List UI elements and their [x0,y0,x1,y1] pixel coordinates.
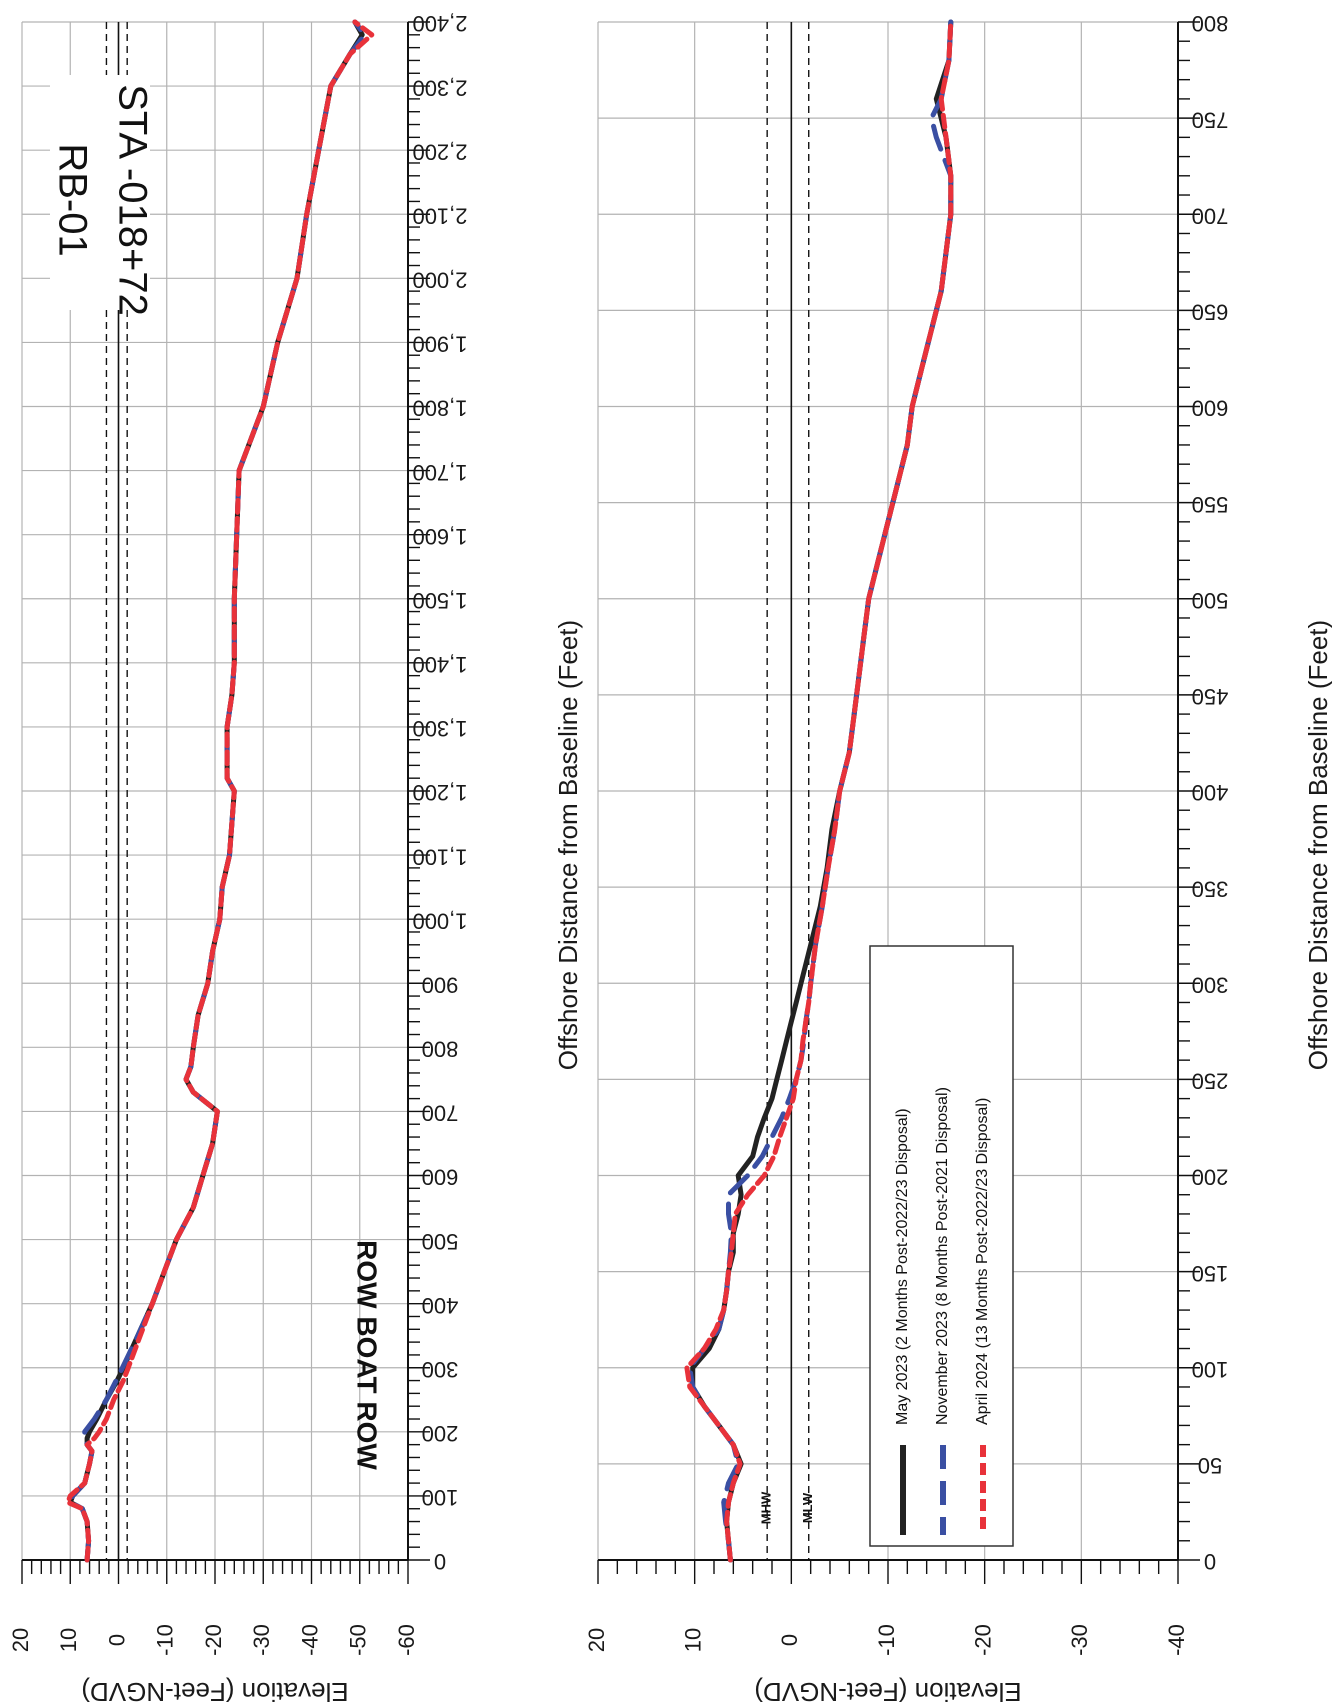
title-line2: STA -018+72 [110,84,154,316]
x-tick-label-0-17: 1,700 [412,460,467,485]
x-tick-label-0-5: 500 [422,1229,459,1254]
mhw-label: MHW [759,1491,774,1524]
title-background [50,75,150,310]
x-tick-label-0-1: 100 [422,1485,459,1510]
x-tick-label-1-4: 200 [1192,1165,1229,1190]
x-tick-label-0-11: 1,100 [412,844,467,869]
x-tick-label-1-1: 50 [1198,1453,1222,1478]
x-tick-label-0-4: 400 [422,1293,459,1318]
x-tick-label-1-14: 700 [1192,203,1229,228]
x-tick-label-0-18: 1,800 [412,396,467,421]
x-tick-label-1-9: 450 [1192,684,1229,709]
x-axis-title-0: Offshore Distance from Baseline (Feet) [553,620,583,1070]
y-tick-label-0-6: -40 [297,1624,322,1656]
legend-label-2: April 2024 (13 Months Post-2022/23 Dispo… [974,1098,991,1425]
y-tick-label-0-2: 0 [104,1634,129,1646]
x-axis-title-1: Offshore Distance from Baseline (Feet) [1303,620,1332,1070]
x-tick-label-0-9: 900 [422,972,459,997]
bottom-chart: MHW MLW0501001502002503003504004505005506… [584,11,1332,1703]
legend: May 2023 (2 Months Post-2022/23 Disposal… [869,945,1014,1547]
x-tick-label-1-7: 350 [1192,876,1229,901]
x-tick-label-0-8: 800 [422,1037,459,1062]
x-tick-label-0-10: 1,000 [412,908,467,933]
y-tick-label-1-2: 0 [777,1634,802,1646]
x-tick-label-0-16: 1,600 [412,524,467,549]
y-tick-label-1-0: 20 [584,1628,609,1652]
y-axis-title-0: Elevation (Feet-NGVD) [81,1677,348,1703]
y-tick-label-0-5: -30 [249,1624,274,1656]
x-tick-label-0-6: 600 [422,1165,459,1190]
x-tick-label-1-8: 400 [1192,780,1229,805]
x-tick-label-1-15: 750 [1192,107,1229,132]
y-tick-label-0-3: -10 [153,1624,178,1656]
x-tick-label-1-11: 550 [1192,492,1229,517]
series-line-0-2 [65,19,375,1563]
x-tick-label-1-0: 0 [1204,1549,1216,1574]
title-line1: RB-01 [50,143,94,256]
x-tick-label-0-23: 2,300 [412,75,467,100]
title-block: RB-01 STA -018+72 [50,75,154,316]
x-tick-label-0-2: 200 [422,1421,459,1446]
y-tick-label-1-1: 10 [680,1628,705,1652]
y-tick-label-0-0: 20 [8,1628,33,1652]
subtitle: ROW BOAT ROW [352,1240,383,1470]
x-tick-label-1-6: 300 [1192,972,1229,997]
x-tick-label-1-2: 100 [1192,1357,1229,1382]
x-tick-label-0-24: 2,400 [412,11,467,36]
y-tick-label-1-4: -20 [970,1624,995,1656]
legend-label-1: November 2023 (8 Months Post-2021 Dispos… [934,1087,951,1425]
x-tick-label-0-7: 700 [422,1101,459,1126]
x-tick-label-1-13: 650 [1192,300,1229,325]
x-tick-label-0-20: 2,000 [412,268,467,293]
mlw-label: MLW [800,1492,815,1523]
series-line-1-2 [684,19,954,1563]
x-tick-label-0-14: 1,400 [412,652,467,677]
x-tick-label-0-12: 1,200 [412,780,467,805]
y-axis-title-1: Elevation (Feet-NGVD) [754,1677,1021,1703]
x-tick-label-0-0: 0 [434,1549,446,1574]
x-tick-label-0-13: 1,300 [412,716,467,741]
y-tick-label-0-1: 10 [56,1628,81,1652]
y-tick-label-0-7: -50 [346,1624,371,1656]
x-tick-label-0-21: 2,100 [412,203,467,228]
x-tick-label-0-22: 2,200 [412,139,467,164]
y-tick-label-1-5: -30 [1067,1624,1092,1656]
y-tick-label-1-6: -40 [1164,1624,1189,1656]
x-tick-label-1-12: 600 [1192,396,1229,421]
x-tick-label-0-3: 300 [422,1357,459,1382]
x-tick-label-1-5: 250 [1192,1069,1229,1094]
y-tick-label-1-3: -10 [874,1624,899,1656]
x-tick-label-0-15: 1,500 [412,588,467,613]
x-tick-label-1-16: 800 [1192,11,1229,36]
y-tick-label-0-8: -60 [394,1624,419,1656]
x-tick-label-1-10: 500 [1192,588,1229,613]
x-tick-label-0-19: 1,900 [412,332,467,357]
y-tick-label-0-4: -20 [201,1624,226,1656]
legend-label-0: May 2023 (2 Months Post-2022/23 Disposal… [894,1108,911,1425]
x-tick-label-1-3: 150 [1192,1261,1229,1286]
top-chart: 01002003004005006007008009001,0001,1001,… [8,11,583,1703]
